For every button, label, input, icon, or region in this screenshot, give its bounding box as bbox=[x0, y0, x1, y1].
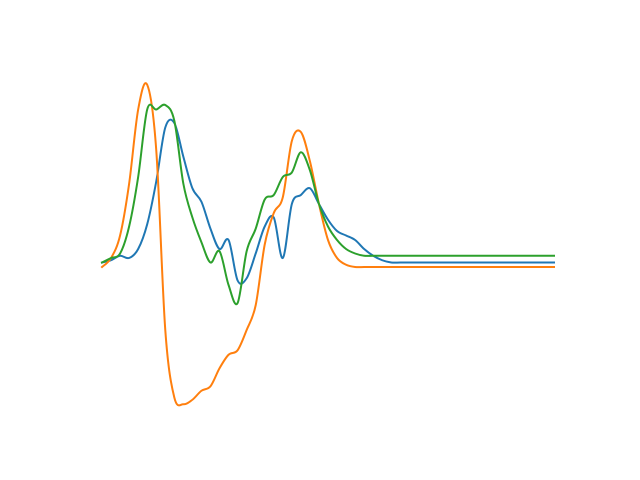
series-line-blue bbox=[100, 118, 555, 285]
series-line-orange bbox=[100, 82, 555, 407]
series-line-green bbox=[100, 103, 555, 306]
series-layer bbox=[100, 82, 555, 407]
